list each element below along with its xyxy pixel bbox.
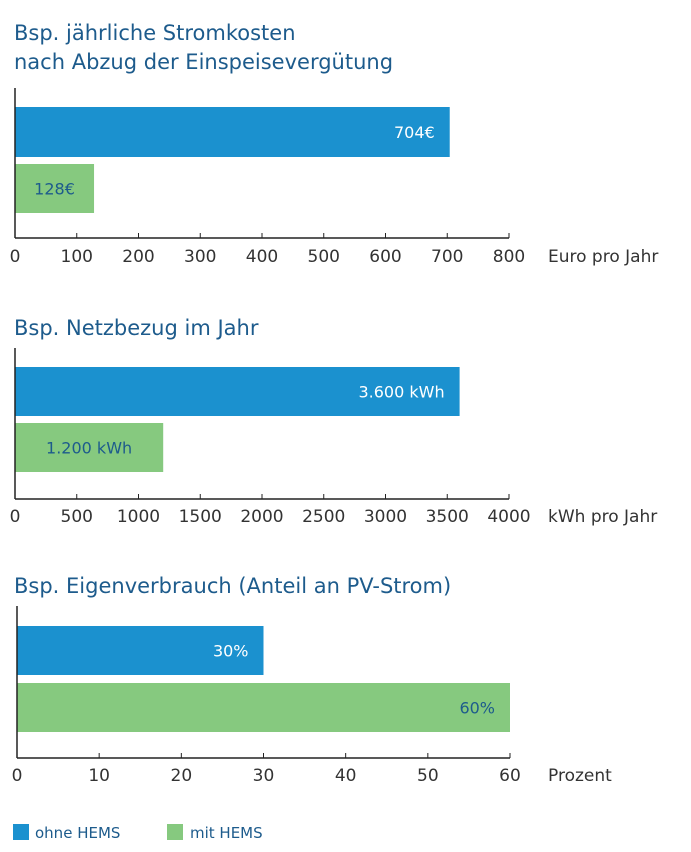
data-label-ohne: 3.600 kWh <box>358 383 444 402</box>
data-label-mit: 128€ <box>34 180 75 199</box>
data-label-mit: 60% <box>459 699 495 718</box>
bar-mit <box>17 683 510 732</box>
x-tick-label: 800 <box>493 247 525 267</box>
x-tick-label: 40 <box>335 766 357 786</box>
bar-mit <box>15 164 95 213</box>
x-tick-label: 200 <box>122 247 154 267</box>
x-tick-label: 700 <box>431 247 463 267</box>
bar-mit <box>15 423 164 472</box>
data-label-ohne: 30% <box>213 642 249 661</box>
legend-swatch-ohne <box>13 824 29 840</box>
x-tick-label: 50 <box>417 766 439 786</box>
x-tick-label: 30 <box>253 766 275 786</box>
legend-label-mit: mit HEMS <box>190 824 263 842</box>
bar-ohne <box>15 107 450 157</box>
x-tick-label: 20 <box>171 766 193 786</box>
chart-title: nach Abzug der Einspeisevergütung <box>14 50 393 74</box>
x-tick-label: 1000 <box>117 507 160 527</box>
chart-title: Bsp. jährliche Stromkosten <box>14 21 296 45</box>
x-tick-label: 3000 <box>364 507 407 527</box>
bar-ohne <box>15 367 460 416</box>
x-tick-label: 1500 <box>179 507 222 527</box>
x-axis-label: Prozent <box>548 766 612 786</box>
legend-label-ohne: ohne HEMS <box>35 824 120 842</box>
x-tick-label: 3500 <box>426 507 469 527</box>
x-tick-label: 300 <box>184 247 216 267</box>
x-tick-label: 2000 <box>240 507 283 527</box>
x-tick-label: 4000 <box>487 507 530 527</box>
data-label-mit: 1.200 kWh <box>46 439 132 458</box>
bar-ohne <box>17 626 264 675</box>
x-axis-label: Euro pro Jahr <box>548 247 658 267</box>
x-tick-label: 2500 <box>302 507 345 527</box>
x-tick-label: 0 <box>10 247 21 267</box>
data-label-ohne: 704€ <box>394 123 435 142</box>
x-tick-label: 500 <box>61 507 93 527</box>
chart-title: Bsp. Eigenverbrauch (Anteil an PV-Strom) <box>14 574 451 598</box>
x-axis-label: kWh pro Jahr <box>548 507 657 527</box>
x-tick-label: 600 <box>369 247 401 267</box>
x-tick-label: 60 <box>499 766 521 786</box>
x-tick-label: 0 <box>12 766 23 786</box>
x-tick-label: 0 <box>10 507 21 527</box>
chart-title: Bsp. Netzbezug im Jahr <box>14 316 259 340</box>
x-tick-label: 500 <box>308 247 340 267</box>
x-tick-label: 10 <box>88 766 110 786</box>
x-tick-label: 100 <box>61 247 93 267</box>
x-tick-label: 400 <box>246 247 278 267</box>
legend-swatch-mit <box>167 824 183 840</box>
